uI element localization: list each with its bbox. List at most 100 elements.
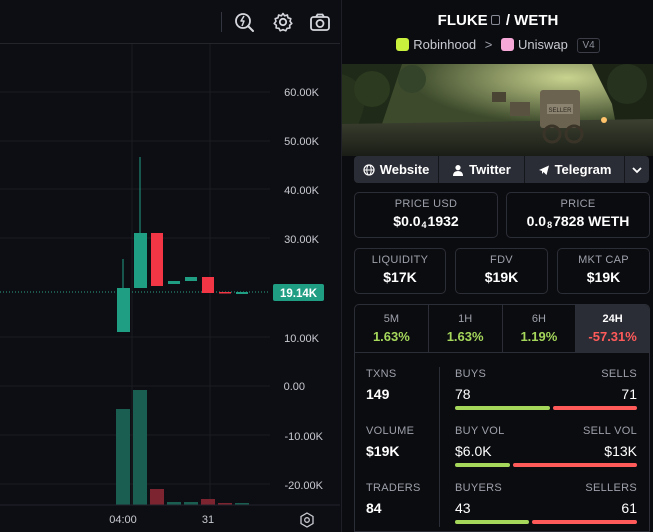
volume-bar <box>167 502 181 505</box>
website-label: Website <box>379 162 430 177</box>
liquidity-value: $17K <box>383 269 417 285</box>
svg-text:SELLER: SELLER <box>548 108 572 114</box>
chain-name[interactable]: Robinhood <box>413 37 477 52</box>
volume-bar <box>218 503 232 505</box>
volume-series <box>116 390 249 505</box>
price-usd-value: $0.041932 <box>393 213 459 230</box>
candlestick-plot[interactable]: 60.00K 50.00K 40.00K 30.00K 10.00K 0.00 … <box>0 44 340 532</box>
camera-icon[interactable] <box>309 11 331 33</box>
tab-5m[interactable]: 5M 1.63% <box>355 305 429 352</box>
candle-body <box>185 277 197 281</box>
token-banner-image: SELLER <box>342 64 653 156</box>
mktcap-value: $19K <box>586 269 621 285</box>
candle-body <box>202 277 214 293</box>
more-links-button[interactable] <box>625 156 649 183</box>
buy-vol-ratio-bar <box>455 463 510 467</box>
user-icon <box>453 164 464 176</box>
website-button[interactable]: Website <box>354 156 439 183</box>
telegram-button[interactable]: Telegram <box>525 156 625 183</box>
route-arrow: > <box>484 37 493 52</box>
y-tick-label: -20.00K <box>284 480 323 492</box>
sell-vol-ratio-bar <box>513 463 637 467</box>
buys-ratio-bar <box>455 406 550 410</box>
candle-body <box>219 292 231 294</box>
volume-bar <box>116 409 130 505</box>
pair-title: FLUKE / WETH <box>342 12 653 29</box>
liquidity-box: LIQUIDITY $17K <box>354 248 446 294</box>
candle-body <box>151 233 163 286</box>
twitter-label: Twitter <box>469 162 511 177</box>
volume-value: $19K <box>366 443 400 459</box>
volume-bar <box>150 489 164 505</box>
buyers-label: BUYERS <box>455 482 503 494</box>
price-native-value: 0.087828 WETH <box>526 213 630 230</box>
price-usd-box: PRICE USD $0.041932 <box>354 192 498 238</box>
telegram-label: Telegram <box>554 162 612 177</box>
buy-vol-value: $6.0K <box>455 443 492 459</box>
stats-divider <box>439 367 440 527</box>
mktcap-box: MKT CAP $19K <box>557 248 650 294</box>
volume-bar <box>133 390 147 505</box>
buyers-value: 43 <box>455 500 471 516</box>
sell-vol-value: $13K <box>604 443 637 459</box>
copy-icon[interactable] <box>490 15 500 25</box>
chevron-down-icon <box>632 166 642 173</box>
gear-icon[interactable] <box>272 11 294 33</box>
y-tick-label: 50.00K <box>284 136 320 148</box>
y-tick-label: 60.00K <box>284 87 320 99</box>
buyers-ratio-bar <box>455 520 529 524</box>
sells-label: SELLS <box>601 368 637 380</box>
quote-token: WETH <box>514 12 559 29</box>
candle-body <box>168 281 180 284</box>
buys-value: 78 <box>455 386 471 402</box>
y-tick-label: 10.00K <box>284 333 320 345</box>
globe-icon <box>363 163 375 176</box>
volume-bar <box>235 503 249 505</box>
traders-label: TRADERS <box>366 482 421 494</box>
timeframe-tabs: 5M 1.63% 1H 1.63% 6H 1.19% 24H -57.31% <box>354 304 650 353</box>
tab-6h[interactable]: 6H 1.19% <box>503 305 577 352</box>
sells-ratio-bar <box>553 406 637 410</box>
y-tick-label: -10.00K <box>284 431 323 443</box>
candle-body <box>117 288 130 332</box>
price-marker-label: 19.14K <box>280 288 318 300</box>
chart-grid <box>0 44 270 505</box>
tab-1h[interactable]: 1H 1.63% <box>429 305 503 352</box>
y-axis: 60.00K 50.00K 40.00K 30.00K 10.00K 0.00 … <box>284 87 324 492</box>
txns-value: 149 <box>366 386 390 402</box>
traders-value: 84 <box>366 500 382 516</box>
tab-24h[interactable]: 24H -57.31% <box>576 305 649 352</box>
buy-vol-label: BUY VOL <box>455 425 505 437</box>
sellers-ratio-bar <box>532 520 637 524</box>
uniswap-icon <box>501 38 514 51</box>
x-tick-label: 31 <box>202 514 214 526</box>
sells-value: 71 <box>621 386 637 402</box>
robinhood-chain-icon <box>396 38 410 51</box>
telegram-icon <box>538 165 549 175</box>
sell-vol-label: SELL VOL <box>583 425 637 437</box>
price-chart[interactable]: 60.00K 50.00K 40.00K 30.00K 10.00K 0.00 … <box>0 0 340 532</box>
volume-bar <box>201 499 215 505</box>
chart-toolbar <box>0 0 340 44</box>
sellers-label: SELLERS <box>585 482 637 494</box>
social-links: Website Twitter Telegram <box>354 156 649 183</box>
dex-name[interactable]: Uniswap <box>518 37 568 52</box>
sellers-value: 61 <box>621 500 637 516</box>
pair-route: Robinhood > Uniswap V4 <box>342 37 653 53</box>
price-native-label: PRICE <box>560 198 596 210</box>
transaction-stats: TXNS 149 BUYS 78 SELLS 71 VOLUME $19K BU… <box>354 353 650 532</box>
pair-separator: / <box>505 12 510 29</box>
y-tick-label: 30.00K <box>284 234 320 246</box>
indicator-icon[interactable] <box>233 11 255 33</box>
toolbar-divider <box>221 12 222 32</box>
txns-label: TXNS <box>366 368 397 380</box>
fdv-label: FDV <box>490 254 513 266</box>
price-marker-bg <box>273 284 324 301</box>
twitter-button[interactable]: Twitter <box>439 156 525 183</box>
candle-body <box>236 292 248 294</box>
y-tick-label: 0.00 <box>284 381 305 393</box>
axis-settings-icon[interactable] <box>300 512 314 528</box>
x-tick-label: 04:00 <box>109 514 137 526</box>
fdv-box: FDV $19K <box>455 248 548 294</box>
y-tick-label: 40.00K <box>284 185 320 197</box>
